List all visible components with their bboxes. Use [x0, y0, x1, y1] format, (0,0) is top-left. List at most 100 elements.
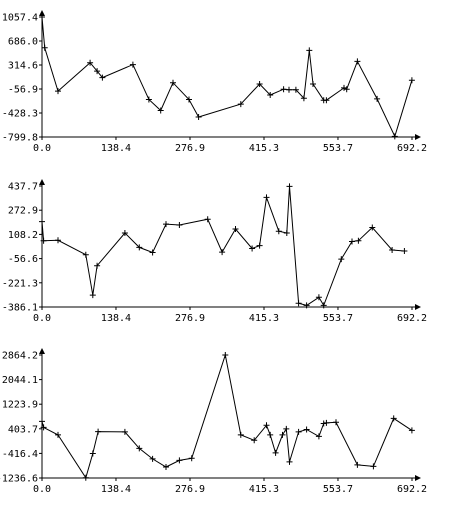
data-point-marker: [389, 247, 396, 253]
x-tick-label: 138.4: [101, 484, 131, 495]
data-point-marker: [94, 68, 101, 75]
data-point-marker: [369, 224, 376, 231]
data-point-marker: [136, 244, 143, 251]
data-point-marker: [186, 96, 192, 103]
data-point-marker: [176, 222, 183, 228]
data-point-marker: [292, 86, 299, 93]
data-point-marker: [338, 256, 345, 263]
data-point-marker: [82, 474, 89, 481]
y-tick-label: -56.9: [8, 84, 38, 95]
x-axis-arrow: [415, 475, 421, 481]
data-point-marker: [157, 107, 164, 114]
data-point-marker: [320, 302, 327, 309]
x-tick-label: 0.0: [33, 143, 51, 154]
data-point-marker: [163, 464, 169, 470]
data-point-marker: [263, 194, 270, 201]
data-point-marker: [89, 450, 96, 457]
x-tick-label: 276.9: [175, 143, 205, 154]
series-line: [41, 186, 405, 307]
data-point-marker: [99, 74, 106, 81]
data-point-marker: [349, 238, 355, 245]
x-tick-label: 553.7: [323, 484, 353, 495]
data-point-marker: [256, 81, 263, 87]
data-point-marker: [40, 424, 47, 431]
data-point-marker: [286, 458, 293, 465]
data-point-marker: [354, 58, 361, 65]
data-point-marker: [219, 249, 226, 256]
data-point-marker: [315, 433, 322, 440]
y-tick-label: -56.6: [8, 254, 38, 265]
data-point-marker: [121, 428, 128, 435]
y-tick-label: -386.1: [2, 303, 38, 314]
y-tick-label: 314.6: [8, 60, 38, 71]
x-axis-arrow: [415, 134, 421, 140]
data-point-marker: [170, 79, 176, 86]
data-point-marker: [39, 14, 45, 20]
x-tick-label: 415.3: [249, 313, 279, 324]
data-point-marker: [149, 455, 156, 462]
x-tick-label: 553.7: [323, 143, 353, 154]
y-axis-arrow: [39, 10, 45, 16]
data-point-marker: [237, 431, 244, 438]
y-tick-label: -221.3: [2, 278, 38, 289]
x-tick-label: 415.3: [249, 143, 279, 154]
y-tick-label: 2864.2: [2, 351, 38, 362]
data-point-marker: [95, 428, 102, 435]
data-point-marker: [267, 92, 274, 98]
data-point-marker: [232, 226, 239, 232]
y-tick-label: 1223.9: [2, 400, 38, 411]
y-tick-label: -428.3: [2, 108, 38, 119]
data-point-marker: [320, 420, 327, 427]
data-point-marker: [87, 59, 94, 66]
data-point-marker: [272, 449, 279, 456]
data-point-marker: [283, 230, 290, 236]
data-point-marker: [390, 415, 397, 422]
x-tick-label: 138.4: [101, 313, 131, 324]
data-point-marker: [303, 426, 310, 433]
data-point-marker: [263, 422, 270, 429]
data-point-marker: [195, 114, 202, 120]
data-point-marker: [333, 419, 339, 426]
data-point-marker: [295, 428, 302, 435]
data-point-marker: [149, 249, 156, 256]
data-point-marker: [251, 437, 258, 444]
y-tick-label: 272.9: [8, 206, 38, 217]
x-tick-label: 415.3: [249, 484, 279, 495]
data-point-marker: [204, 216, 211, 223]
data-point-marker: [306, 47, 313, 54]
data-point-marker: [222, 352, 229, 358]
x-tick-label: 276.9: [175, 313, 205, 324]
y-tick-label: 1057.4: [2, 13, 38, 24]
data-point-marker: [343, 86, 350, 93]
data-point-marker: [41, 44, 48, 51]
series-line: [41, 353, 413, 479]
data-point-marker: [355, 237, 362, 244]
data-point-marker: [256, 242, 263, 249]
data-point-marker: [55, 237, 61, 244]
x-tick-label: 692.2: [397, 484, 427, 495]
x-tick-label: 553.7: [323, 313, 353, 324]
y-tick-label: 686.0: [8, 36, 38, 47]
y-tick-label: 108.2: [8, 230, 38, 241]
data-point-marker: [275, 228, 282, 235]
data-point-marker: [391, 133, 398, 140]
x-tick-label: 0.0: [33, 313, 51, 324]
data-point-marker: [94, 262, 101, 269]
x-tick-label: 692.2: [397, 143, 427, 154]
data-point-marker: [163, 221, 169, 228]
data-point-marker: [401, 248, 408, 254]
data-point-marker: [237, 101, 244, 108]
data-point-marker: [341, 84, 347, 91]
y-tick-label: 2044.1: [2, 375, 38, 386]
data-point-marker: [136, 445, 143, 452]
data-point-marker: [408, 427, 415, 434]
x-tick-label: 0.0: [33, 484, 51, 495]
x-tick-label: 138.4: [101, 143, 131, 154]
data-point-marker: [315, 294, 322, 301]
data-point-marker: [295, 300, 302, 307]
data-point-marker: [280, 86, 287, 93]
y-tick-label: -416.4: [2, 449, 38, 460]
data-point-marker: [279, 431, 286, 438]
